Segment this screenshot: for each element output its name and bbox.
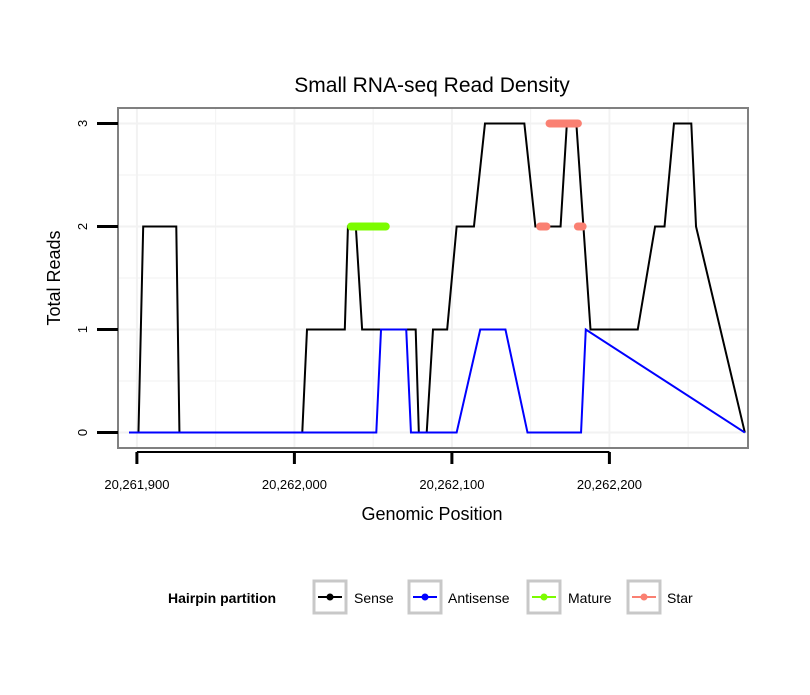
x-axis-title: Genomic Position <box>361 504 502 524</box>
series-line-sense <box>129 122 746 434</box>
y-tick-label: 0 <box>75 429 90 436</box>
y-axis-title: Total Reads <box>44 230 64 325</box>
legend-label-star: Star <box>667 590 693 606</box>
x-axis: 20,261,900 20,262,000 20,262,100 20,262,200 <box>104 451 642 492</box>
legend-label-sense: Sense <box>354 590 394 606</box>
legend-item-star: Star <box>626 579 693 615</box>
legend-point-sense <box>326 593 334 601</box>
chart-title: Small RNA-seq Read Density <box>294 74 570 97</box>
legend-point-star <box>640 593 648 601</box>
x-tick-label: 20,262,000 <box>262 477 327 492</box>
legend: Hairpin partition Sense Antisense Mature <box>168 579 693 615</box>
y-axis: 0 1 2 3 <box>75 120 118 436</box>
legend-label-mature: Mature <box>568 590 612 606</box>
y-tick-label: 2 <box>75 223 90 230</box>
legend-item-sense: Sense <box>312 579 394 615</box>
series-layer <box>129 119 746 434</box>
y-tick-label: 1 <box>75 326 90 333</box>
x-tick-label: 20,262,100 <box>419 477 484 492</box>
legend-label-antisense: Antisense <box>448 590 510 606</box>
legend-title: Hairpin partition <box>168 590 276 606</box>
legend-point-mature <box>540 593 548 601</box>
legend-item-mature: Mature <box>526 579 612 615</box>
y-tick-label: 3 <box>75 120 90 127</box>
legend-item-antisense: Antisense <box>407 579 510 615</box>
x-tick-label: 20,262,200 <box>577 477 642 492</box>
x-tick-label: 20,261,900 <box>104 477 169 492</box>
series-line-antisense <box>129 327 746 434</box>
plot-panel <box>117 107 749 449</box>
plot-border <box>117 107 749 449</box>
legend-point-antisense <box>421 593 429 601</box>
